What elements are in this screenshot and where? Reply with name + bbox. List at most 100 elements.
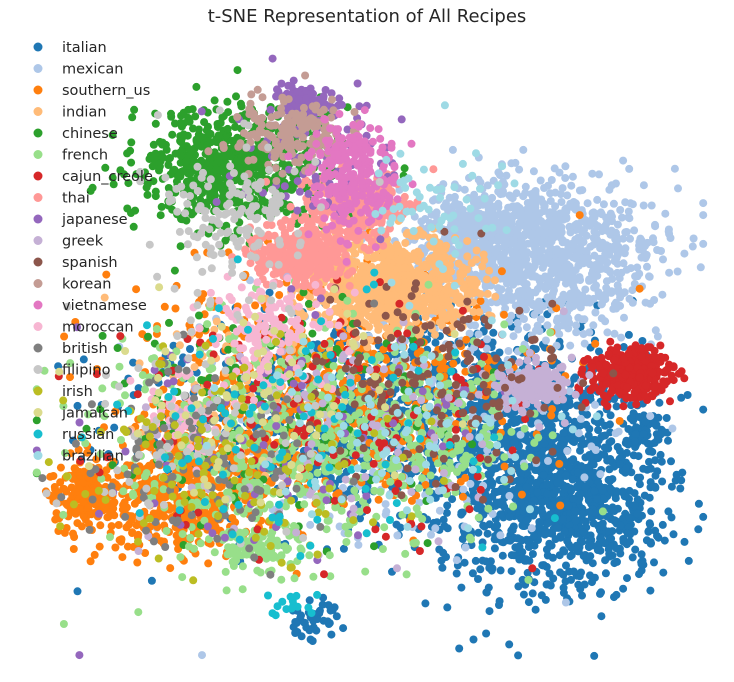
point-italian xyxy=(546,581,555,590)
point-italian xyxy=(657,457,666,466)
point-southern_us xyxy=(69,529,77,538)
point-mexican xyxy=(572,274,581,283)
point-mexican xyxy=(572,328,581,337)
point-mexican xyxy=(507,311,516,320)
point-italian xyxy=(610,507,619,515)
point-mexican xyxy=(543,321,552,330)
point-mexican xyxy=(539,220,548,229)
point-italian xyxy=(431,338,440,347)
point-italian xyxy=(654,413,663,422)
point-mexican xyxy=(531,272,540,281)
point-italian xyxy=(576,421,585,430)
point-italian xyxy=(496,510,505,519)
point-mexican xyxy=(587,442,596,451)
point-mexican xyxy=(576,414,585,423)
point-mexican xyxy=(624,207,633,216)
point-mexican xyxy=(466,479,475,488)
point-italian xyxy=(561,577,570,586)
point-mexican xyxy=(517,236,526,245)
point-mexican xyxy=(605,250,614,259)
point-mexican xyxy=(699,239,708,248)
point-italian xyxy=(297,611,305,620)
point-southern_us xyxy=(517,490,526,499)
point-mexican xyxy=(650,296,659,304)
point-italian xyxy=(694,525,703,534)
point-mexican xyxy=(524,219,533,228)
point-italian xyxy=(489,328,498,337)
point-mexican xyxy=(512,291,521,300)
point-mexican xyxy=(553,263,562,272)
point-italian xyxy=(482,629,491,638)
point-italian xyxy=(516,469,525,478)
point-italian xyxy=(291,618,300,626)
point-italian xyxy=(586,552,595,561)
point-mexican xyxy=(505,491,514,500)
point-italian xyxy=(522,482,531,491)
point-mexican xyxy=(482,239,490,248)
point-italian xyxy=(612,402,621,411)
point-mexican xyxy=(555,168,564,177)
point-mexican xyxy=(585,295,594,304)
point-italian xyxy=(495,498,504,507)
point-italian xyxy=(507,567,516,576)
point-italian xyxy=(480,522,489,531)
point-mexican xyxy=(628,286,637,295)
point-italian xyxy=(621,464,630,473)
point-italian xyxy=(656,450,665,459)
point-italian xyxy=(528,589,537,598)
point-italian xyxy=(486,469,495,478)
point-italian xyxy=(567,486,576,495)
point-italian xyxy=(490,544,499,553)
point-italian xyxy=(623,529,632,538)
point-italian xyxy=(564,501,573,510)
point-italian xyxy=(622,448,631,457)
point-italian xyxy=(659,568,668,577)
point-italian xyxy=(497,484,506,493)
point-italian xyxy=(639,560,648,569)
point-mexican xyxy=(393,531,402,540)
point-italian xyxy=(339,544,348,553)
point-mexican xyxy=(651,220,659,229)
point-mexican xyxy=(445,193,454,202)
point-italian xyxy=(619,537,628,546)
point-italian xyxy=(667,513,676,522)
point-mexican xyxy=(471,321,480,330)
point-southern_us xyxy=(73,519,82,528)
point-mexican xyxy=(520,279,528,288)
point-mexican xyxy=(609,199,618,208)
point-italian xyxy=(524,598,533,607)
point-mexican xyxy=(505,286,513,295)
point-italian xyxy=(635,480,644,489)
point-italian xyxy=(619,584,628,593)
point-italian xyxy=(645,447,654,456)
point-italian xyxy=(455,644,464,653)
point-italian xyxy=(516,535,525,544)
point-mexican xyxy=(543,282,552,291)
point-italian xyxy=(553,478,562,487)
point-italian xyxy=(600,443,609,452)
point-mexican xyxy=(591,308,600,317)
point-mexican xyxy=(657,247,665,255)
point-mexican xyxy=(306,520,315,529)
point-mexican xyxy=(544,181,552,190)
point-italian xyxy=(567,543,576,552)
point-italian xyxy=(598,519,607,528)
point-italian xyxy=(606,411,615,420)
point-mexican xyxy=(625,294,634,303)
point-italian xyxy=(548,553,557,562)
point-italian xyxy=(677,476,686,485)
point-mexican xyxy=(599,200,608,209)
point-mexican xyxy=(382,507,391,516)
point-mexican xyxy=(556,209,564,218)
point-italian xyxy=(577,568,585,577)
point-mexican xyxy=(555,330,564,339)
point-mexican xyxy=(564,314,573,323)
point-mexican xyxy=(670,164,679,173)
point-mexican xyxy=(497,252,506,261)
point-italian xyxy=(471,556,480,565)
point-mexican xyxy=(561,162,570,171)
point-mexican xyxy=(486,232,495,241)
point-mexican xyxy=(494,203,503,212)
point-mexican xyxy=(604,287,613,296)
point-southern_us xyxy=(476,297,485,306)
